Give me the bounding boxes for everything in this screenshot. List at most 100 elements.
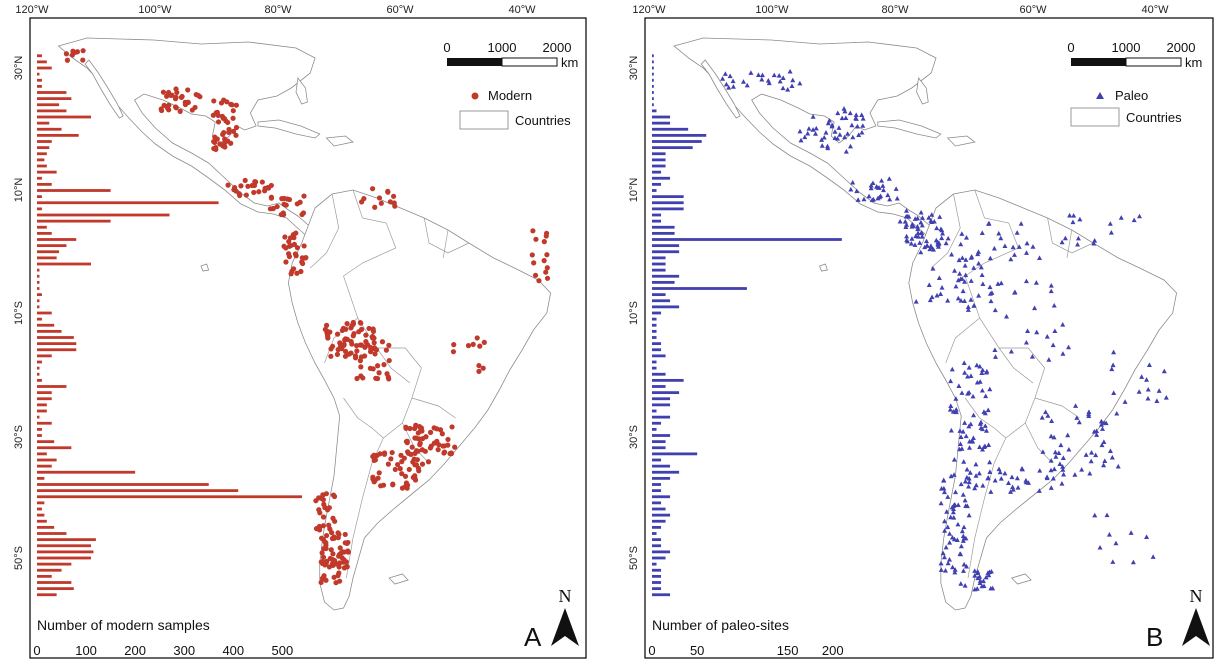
paleo-site-marker xyxy=(962,298,968,304)
paleo-site-marker xyxy=(964,503,970,509)
histogram-bar xyxy=(652,115,671,119)
paleo-site-marker xyxy=(983,428,989,433)
histogram-bar xyxy=(652,280,675,284)
modern-sample-marker xyxy=(249,182,255,189)
modern-sample-marker xyxy=(337,560,343,566)
paleo-site-marker xyxy=(983,574,989,580)
modern-sample-marker xyxy=(185,87,191,93)
paleo-site-marker xyxy=(1040,449,1046,454)
paleo-site-marker xyxy=(1060,464,1066,469)
modern-sample-marker xyxy=(233,124,240,131)
histogram-bar xyxy=(37,133,79,137)
histogram-bar xyxy=(652,366,657,370)
paleo-site-marker xyxy=(973,482,979,488)
paleo-site-marker xyxy=(875,195,881,201)
modern-sample-marker xyxy=(320,523,326,529)
histogram-bar xyxy=(37,525,55,529)
paleo-site-marker xyxy=(939,227,945,233)
paleo-site-marker xyxy=(929,219,935,225)
histogram-bar xyxy=(652,274,680,278)
paleo-site-marker xyxy=(949,534,955,540)
modern-sample-marker xyxy=(530,228,536,234)
paleo-site-marker xyxy=(981,409,987,414)
histogram-bar xyxy=(652,213,662,217)
paleo-site-marker xyxy=(1060,351,1066,356)
histogram-bar xyxy=(652,434,671,437)
histogram-bar xyxy=(37,256,57,260)
modern-sample-marker xyxy=(420,435,426,442)
paleo-site-marker xyxy=(978,425,984,430)
histogram-bar xyxy=(652,293,666,297)
histogram-bar xyxy=(37,348,77,352)
paleo-site-marker xyxy=(982,443,988,449)
paleo-site-marker xyxy=(902,218,908,224)
histogram-bar xyxy=(652,127,689,131)
histogram-bar xyxy=(37,409,47,413)
histogram-bar xyxy=(37,391,52,395)
paleo-site-marker xyxy=(759,72,765,78)
modern-sample-marker xyxy=(221,115,228,122)
paleo-site-marker xyxy=(953,489,959,495)
paleo-site-marker xyxy=(978,264,984,270)
histogram-bar xyxy=(37,170,57,174)
paleo-site-marker xyxy=(962,370,968,375)
modern-sample-marker xyxy=(335,572,341,579)
paleo-site-marker xyxy=(1062,235,1068,241)
histogram-bar xyxy=(37,140,52,143)
paleo-site-marker xyxy=(730,84,736,89)
histogram-bar xyxy=(37,434,42,437)
histogram-bar xyxy=(37,146,50,150)
histogram-bar xyxy=(652,170,662,174)
histogram-bar xyxy=(652,507,666,511)
paleo-site-marker xyxy=(893,186,899,191)
paleo-site-marker xyxy=(1101,462,1107,468)
modern-sample-marker xyxy=(376,195,383,201)
modern-sample-marker xyxy=(286,196,293,203)
paleo-site-marker xyxy=(1065,432,1071,438)
paleo-site-marker xyxy=(1089,450,1095,455)
histogram-bar xyxy=(37,115,91,119)
paleo-site-marker xyxy=(1107,448,1113,454)
paleo-site-marker xyxy=(1091,428,1097,434)
histogram-bar xyxy=(37,182,52,186)
paleo-site-marker xyxy=(935,242,941,247)
histogram-bar xyxy=(37,103,60,107)
modern-sample-marker xyxy=(225,119,231,126)
paleo-site-marker xyxy=(829,122,835,128)
histogram-bar xyxy=(652,305,680,309)
modern-sample-marker xyxy=(222,136,228,142)
modern-sample-marker xyxy=(316,507,322,513)
modern-sample-marker xyxy=(242,177,248,184)
paleo-site-marker xyxy=(936,275,942,280)
paleo-site-marker xyxy=(1050,475,1056,481)
histogram-bar xyxy=(37,311,52,315)
modern-sample-marker xyxy=(390,482,396,488)
paleo-site-marker xyxy=(1056,450,1062,456)
paleo-site-marker xyxy=(1111,390,1117,395)
paleo-site-marker xyxy=(1091,240,1097,246)
paleo-site-marker xyxy=(897,218,903,224)
paleo-site-marker xyxy=(980,367,986,373)
modern-sample-marker xyxy=(337,340,343,346)
histogram-bar xyxy=(652,501,662,505)
modern-sample-marker xyxy=(422,448,428,454)
modern-sample-marker xyxy=(385,188,391,194)
paleo-site-marker xyxy=(755,72,761,78)
paleo-site-marker xyxy=(720,76,726,81)
paleo-site-marker xyxy=(1059,239,1065,245)
histogram-tick: 50 xyxy=(690,643,704,658)
modern-sample-marker xyxy=(366,325,372,332)
paleo-site-marker xyxy=(1094,432,1100,437)
paleo-site-marker xyxy=(1106,532,1112,537)
paleo-site-marker xyxy=(910,223,916,228)
histogram-bar xyxy=(37,489,239,493)
paleo-site-marker xyxy=(976,260,982,266)
histogram-tick: 200 xyxy=(822,643,844,658)
paleo-site-marker xyxy=(798,137,804,143)
histogram-bar xyxy=(652,287,747,290)
histogram-bar xyxy=(652,513,671,517)
histogram-bar xyxy=(652,164,666,168)
histogram-bar xyxy=(652,525,662,529)
modern-sample-marker xyxy=(318,579,324,586)
paleo-site-marker xyxy=(904,214,910,219)
